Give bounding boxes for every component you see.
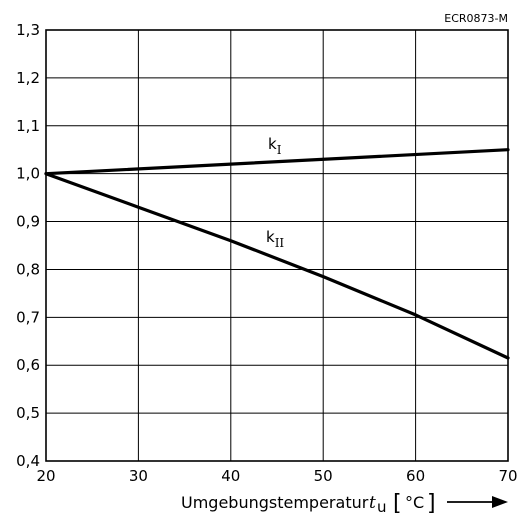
y-tick-label-6: 1,0 [16,165,40,183]
y-tick-label-4: 0,8 [16,260,40,278]
y-tick-label-7: 1,1 [16,117,40,135]
x-axis-bracket-close: ] [427,491,436,516]
series-line-k-i [44,148,510,176]
y-tick-label-9: 1,3 [16,21,40,39]
y-tick-label-5: 0,9 [16,213,40,231]
x-tick-label-3: 50 [314,467,333,485]
x-tick-label-1: 30 [129,467,148,485]
series-lines [44,148,510,360]
series-line-k-ii [44,172,510,360]
y-tick-label-2: 0,6 [16,356,40,374]
x-axis-label-text: Umgebungstemperatur [181,493,369,512]
y-tick-label-0: 0,4 [16,452,40,470]
y-tick-label-3: 0,7 [16,308,40,326]
series-label-k-ii-main: k [266,228,275,246]
y-tick-label-1: 0,5 [16,404,40,422]
series-label-k-i-main: k [268,135,277,153]
y-tick-labels: 0,4 0,5 0,6 0,7 0,8 0,9 1,0 1,1 1,2 1,3 [16,21,40,470]
x-axis-label: Umgebungstemperatur t u [ °C ] [181,491,508,516]
x-axis-arrow-head [492,496,508,508]
series-label-k-ii: kII [266,228,284,250]
y-tick-label-8: 1,2 [16,69,40,87]
plot-frame [45,29,509,462]
x-tick-labels: 20 30 40 50 60 70 [36,467,517,485]
x-axis-unit: °C [405,493,424,512]
x-tick-label-2: 40 [221,467,240,485]
series-label-k-i: kI [268,135,282,157]
series-label-k-ii-sub: II [275,236,285,250]
x-axis-symbol: t [369,493,376,513]
x-tick-label-4: 60 [406,467,425,485]
x-tick-label-0: 20 [36,467,55,485]
chart-reference: ECR0873-M [444,12,508,25]
x-axis-bracket-open: [ [393,491,402,516]
x-axis-symbol-sub: u [377,498,387,516]
series-label-k-i-sub: I [277,143,282,157]
x-tick-label-5: 70 [498,467,517,485]
